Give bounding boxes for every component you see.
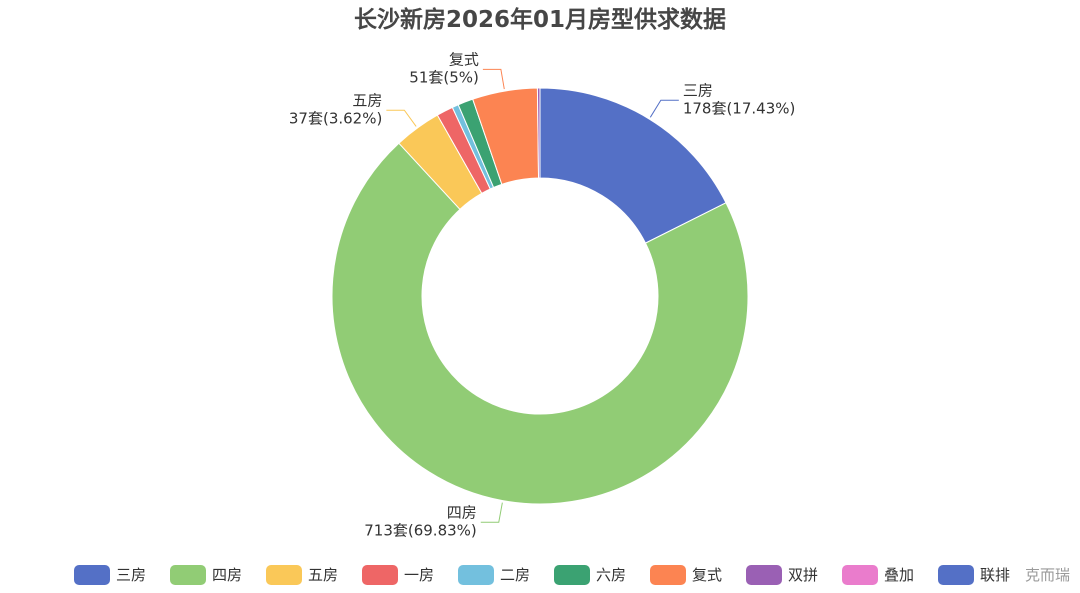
leader-lines-group [386,68,679,523]
legend-item-e4b889e688bf[interactable]: 三房 [74,565,146,585]
legend-label-e4b889e688bf: 三房 [116,566,146,584]
legend-swatch-e4b889e688bf [74,565,110,585]
slice-label-name-e59b9be688bf: 四房 [447,503,477,521]
slice-label-value-e5a48de5bc8f: 51套(5%) [409,68,479,86]
chart-title: 长沙新房2026年01月房型供求数据 [354,6,726,33]
legend-label-e4ba94e688bf: 五房 [308,566,338,584]
leader-line-e4ba94e688bf [386,109,417,127]
legend-swatch-e585ade688bf [554,565,590,585]
legend-item-e58fa0e58aa0[interactable]: 叠加 [842,565,914,585]
slice-label-value-e4b889e688bf: 178套(17.43%) [683,99,796,117]
slice-label-value-e59b9be688bf: 713套(69.83%) [364,521,477,539]
legend-item-e88194e68e92[interactable]: 联排 [938,565,1010,585]
leader-line-e4b889e688bf [649,99,679,118]
legend-label-e58fa0e58aa0: 叠加 [884,566,914,584]
legend-item-e4ba94e688bf[interactable]: 五房 [266,565,338,585]
legend-label-e58f8ce68bbc: 双拼 [788,566,818,584]
slices-group [331,87,749,505]
legend: 三房 四房 五房 一房 二房 六房 复式 双拼 叠加 联排 [74,565,1010,585]
legend-item-e585ade688bf[interactable]: 六房 [554,565,626,585]
slice-e58f8ce68bbc[interactable] [536,87,541,179]
legend-item-e4b880e688bf[interactable]: 一房 [362,565,434,585]
legend-swatch-e5a48de5bc8f [650,565,686,585]
slice-e4b889e688bf[interactable] [539,87,727,244]
legend-label-e585ade688bf: 六房 [596,566,626,584]
slice-label-value-e4ba94e688bf: 37套(3.62%) [289,109,382,127]
legend-swatch-e59b9be688bf [170,565,206,585]
slice-label-name-e4ba94e688bf: 五房 [352,91,382,109]
slice-label-name-e4b889e688bf: 三房 [683,81,713,99]
legend-label-e5a48de5bc8f: 复式 [692,566,722,584]
slice-e59b9be688bf[interactable] [331,142,749,505]
legend-swatch-e58f8ce68bbc [746,565,782,585]
legend-swatch-e4b880e688bf [362,565,398,585]
legend-item-e5a48de5bc8f[interactable]: 复式 [650,565,722,585]
watermark: 克而瑞 [1025,566,1070,584]
legend-swatch-e88194e68e92 [938,565,974,585]
legend-label-e59b9be688bf: 四房 [212,566,242,584]
legend-swatch-e4ba8ce688bf [458,565,494,585]
legend-swatch-e4ba94e688bf [266,565,302,585]
legend-swatch-e58fa0e58aa0 [842,565,878,585]
legend-item-e59b9be688bf[interactable]: 四房 [170,565,242,585]
legend-label-e4ba8ce688bf: 二房 [500,566,530,584]
leader-line-e59b9be688bf [480,502,503,523]
legend-label-e4b880e688bf: 一房 [404,566,434,584]
slice-label-name-e5a48de5bc8f: 复式 [449,50,479,68]
leader-line-e5a48de5bc8f [482,68,505,90]
legend-label-e88194e68e92: 联排 [980,566,1010,584]
legend-item-e4ba8ce688bf[interactable]: 二房 [458,565,530,585]
legend-item-e58f8ce68bbc[interactable]: 双拼 [746,565,818,585]
